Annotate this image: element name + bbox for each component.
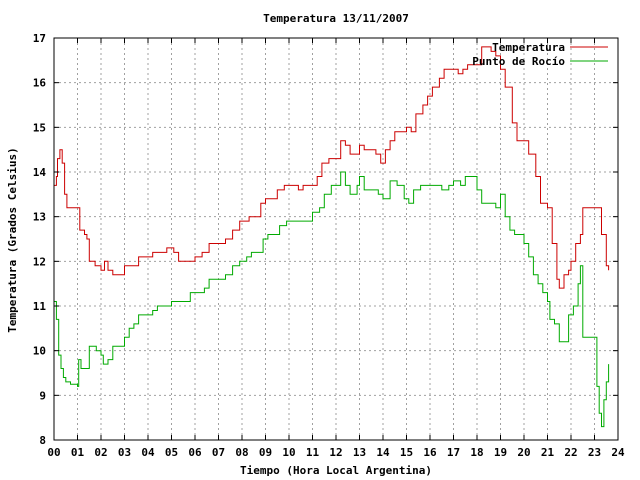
x-tick-label: 05 <box>165 446 178 459</box>
y-tick-label: 14 <box>33 166 47 179</box>
y-tick-label: 16 <box>33 77 47 90</box>
x-tick-label: 13 <box>353 446 366 459</box>
y-tick-label: 13 <box>33 211 46 224</box>
x-tick-label: 20 <box>517 446 530 459</box>
x-tick-label: 11 <box>306 446 320 459</box>
legend: Temperatura Punto de Rocío <box>472 41 608 68</box>
x-tick-label: 10 <box>282 446 295 459</box>
series-line-punto-de-rocio <box>54 171 610 428</box>
x-tick-label: 14 <box>376 446 390 459</box>
x-tick-label: 04 <box>141 446 155 459</box>
y-tick-label: 12 <box>33 255 46 268</box>
tick-layer <box>53 37 619 441</box>
x-tick-label: 24 <box>611 446 625 459</box>
x-tick-label: 12 <box>329 446 342 459</box>
x-tick-label: 18 <box>470 446 483 459</box>
y-tick-labels: 8 9 10 11 12 13 14 15 16 17 <box>33 32 47 447</box>
x-tick-label: 21 <box>541 446 555 459</box>
x-tick-label: 16 <box>423 446 437 459</box>
x-tick-label: 23 <box>588 446 601 459</box>
y-tick-label: 9 <box>39 389 46 402</box>
y-axis-label: Temperatura (Grados Celsius) <box>6 147 19 332</box>
series-line-temperatura <box>54 46 610 289</box>
series-layer <box>54 46 610 428</box>
x-tick-label: 19 <box>494 446 507 459</box>
y-tick-label: 17 <box>33 32 46 45</box>
x-tick-labels: 00 01 02 03 04 05 06 07 08 09 10 11 12 13 14 15 16 17 18 19… <box>47 446 625 459</box>
x-tick-label: 01 <box>71 446 85 459</box>
grid <box>54 38 618 440</box>
x-tick-label: 03 <box>118 446 131 459</box>
x-tick-label: 17 <box>447 446 460 459</box>
x-tick-label: 09 <box>259 446 272 459</box>
x-tick-label: 08 <box>235 446 248 459</box>
x-tick-label: 22 <box>564 446 577 459</box>
x-tick-label: 02 <box>94 446 107 459</box>
x-tick-label: 06 <box>188 446 202 459</box>
x-tick-label: 00 <box>47 446 60 459</box>
chart-title: Temperatura 13/11/2007 <box>263 12 409 25</box>
legend-label-punto-de-rocio: Punto de Rocío <box>472 55 565 68</box>
legend-label-temperatura: Temperatura <box>492 41 565 54</box>
x-tick-label: 07 <box>212 446 225 459</box>
x-axis-label: Tiempo (Hora Local Argentina) <box>240 464 432 477</box>
y-tick-label: 11 <box>33 300 47 313</box>
x-tick-label: 15 <box>400 446 413 459</box>
y-tick-label: 10 <box>33 345 46 358</box>
y-tick-label: 8 <box>39 434 46 447</box>
y-tick-label: 15 <box>33 121 46 134</box>
